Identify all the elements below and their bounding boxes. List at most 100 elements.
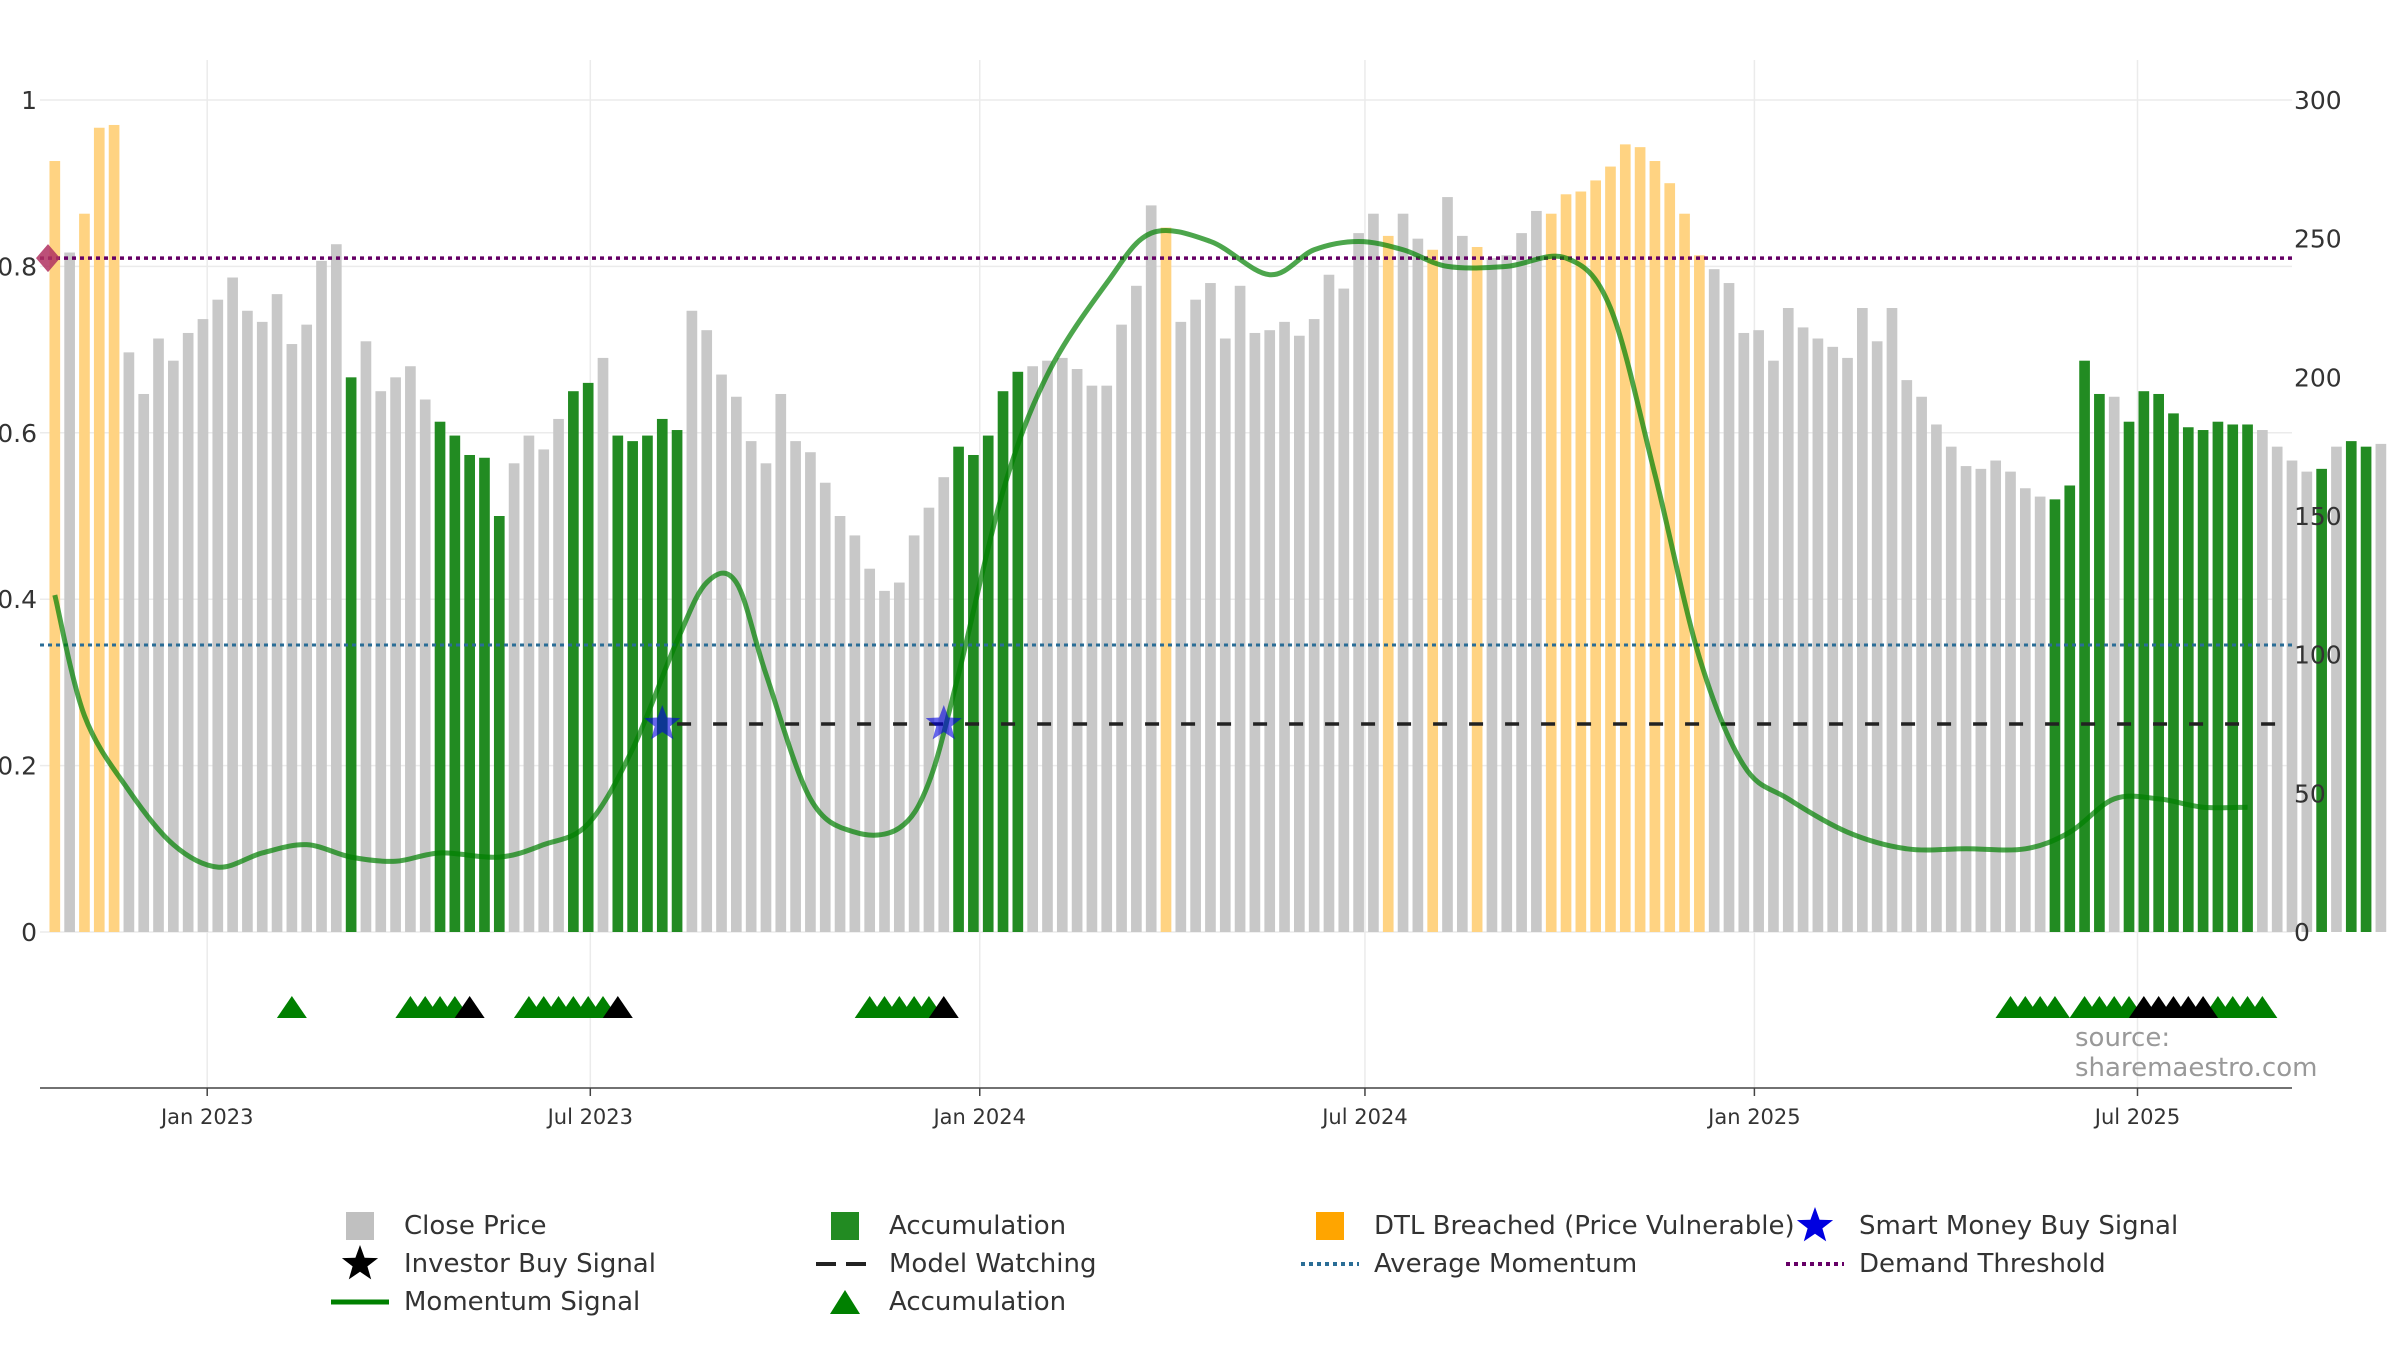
price-bar xyxy=(982,435,994,932)
price-bar xyxy=(390,377,401,932)
price-bar xyxy=(2094,393,2105,932)
price-bar xyxy=(2138,391,2150,932)
left-axis-tick-label: 0 xyxy=(21,918,37,947)
price-bar xyxy=(1990,460,2002,932)
price-bar xyxy=(2153,393,2164,932)
price-bar xyxy=(1560,194,1572,932)
price-bar xyxy=(1219,338,1231,932)
investor-buy-triangle xyxy=(454,996,485,1018)
price-bar xyxy=(360,341,372,932)
price-bar xyxy=(1160,227,1172,932)
price-bar xyxy=(523,435,535,932)
price-bar xyxy=(893,582,905,932)
price-bar xyxy=(686,310,698,933)
price-bar xyxy=(968,454,979,932)
price-bar xyxy=(1679,213,1690,932)
legend-label: Demand Threshold xyxy=(1859,1249,2106,1279)
legend-item-smart-money: Smart Money Buy Signal xyxy=(1785,1207,2178,1244)
price-bar xyxy=(2331,446,2342,932)
price-bar xyxy=(1723,283,1735,932)
blue-star-icon xyxy=(1785,1207,1845,1244)
price-bar xyxy=(2316,468,2327,932)
price-bar xyxy=(1368,213,1379,932)
price-bar xyxy=(197,319,209,932)
price-bar xyxy=(997,391,1009,932)
legend-label: Momentum Signal xyxy=(404,1287,641,1317)
price-bar xyxy=(760,463,772,932)
price-bar xyxy=(1101,385,1113,932)
price-bar xyxy=(1782,308,1794,932)
right-axis-tick-label: 100 xyxy=(2294,641,2342,670)
right-axis-tick-label: 50 xyxy=(2294,779,2326,808)
green-square-icon xyxy=(815,1208,875,1244)
legend-label: Model Watching xyxy=(889,1249,1097,1279)
price-bar xyxy=(1471,246,1483,932)
price-bar xyxy=(508,463,520,932)
price-bar xyxy=(227,277,238,932)
price-bar xyxy=(464,454,475,932)
price-bar xyxy=(805,452,816,932)
x-axis-tick-label: Jan 2023 xyxy=(159,1105,254,1129)
price-bar xyxy=(316,260,327,932)
price-bar xyxy=(2108,396,2120,932)
threshold-diamond-marker xyxy=(36,244,60,273)
right-axis-tick-label: 250 xyxy=(2294,225,2342,254)
price-bar xyxy=(2005,471,2016,932)
smart-money-star xyxy=(644,705,681,740)
source-annotation: source: sharemaestro.com xyxy=(2075,1023,2318,1083)
accumulation-triangle xyxy=(276,996,307,1018)
price-bar xyxy=(938,477,950,932)
price-bar xyxy=(834,516,846,932)
legend-item-accumulation: Accumulation xyxy=(815,1208,1066,1244)
price-bar xyxy=(1116,324,1127,932)
left-axis-tick-label: 0.8 xyxy=(0,252,37,281)
price-bar xyxy=(627,441,638,932)
gray-square-icon xyxy=(330,1208,390,1244)
price-bar xyxy=(1382,235,1394,933)
price-bar xyxy=(849,535,861,932)
legend-item-close-price: Close Price xyxy=(330,1208,547,1244)
price-bar xyxy=(1916,396,1927,932)
reference-lines xyxy=(36,244,2292,726)
legend-item-accumulation-marker: Accumulation xyxy=(815,1284,1066,1320)
price-bar xyxy=(1086,385,1098,932)
price-bar xyxy=(1768,360,1779,932)
price-bar xyxy=(271,294,283,933)
price-bar xyxy=(701,330,713,933)
price-bar xyxy=(2182,427,2194,932)
right-axis-tick-label: 300 xyxy=(2294,86,2342,115)
price-bar xyxy=(1516,233,1527,932)
price-bar xyxy=(1397,213,1409,932)
price-bar xyxy=(1279,321,1290,932)
legend-label: Investor Buy Signal xyxy=(404,1249,656,1279)
price-bar xyxy=(612,435,624,932)
price-bar xyxy=(1338,288,1350,932)
price-bar xyxy=(108,124,120,932)
price-bar xyxy=(182,332,194,933)
price-bar xyxy=(2123,421,2135,932)
price-bar xyxy=(1545,213,1557,932)
price-bar xyxy=(2064,485,2076,932)
price-bar xyxy=(419,399,431,932)
price-bar xyxy=(138,393,150,932)
price-bar xyxy=(1575,191,1587,932)
price-bar xyxy=(1931,424,1942,932)
price-bar xyxy=(2271,446,2283,932)
legend-label: Average Momentum xyxy=(1374,1249,1638,1279)
price-bar xyxy=(2360,446,2372,932)
price-bar xyxy=(731,396,742,932)
price-bar xyxy=(1590,180,1601,933)
left-axis-tick-label: 0.4 xyxy=(0,585,37,614)
price-bar xyxy=(1205,283,1216,932)
price-bar xyxy=(1960,466,1972,932)
price-bar xyxy=(242,310,253,933)
price-bar xyxy=(1145,205,1157,933)
price-bar xyxy=(1486,258,1498,933)
investor-buy-triangle xyxy=(928,996,959,1018)
price-bar xyxy=(642,435,653,932)
x-axis-tick-label: Jan 2024 xyxy=(931,1105,1026,1129)
price-bar xyxy=(405,366,416,932)
price-bar xyxy=(2257,430,2268,932)
price-bar xyxy=(64,252,75,933)
price-bar xyxy=(1649,161,1661,933)
